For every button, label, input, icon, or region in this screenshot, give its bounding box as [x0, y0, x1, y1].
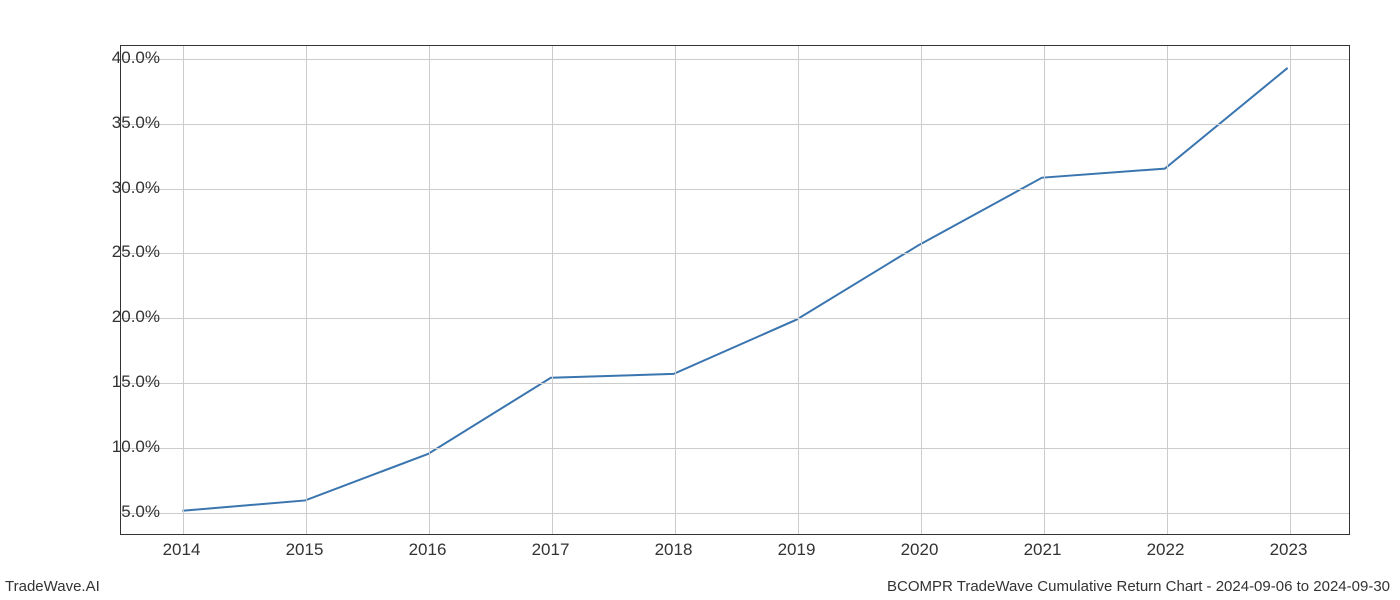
- y-tick-label: 35.0%: [100, 113, 160, 133]
- plot-area: [120, 45, 1350, 535]
- grid-line-vertical: [183, 46, 184, 534]
- y-tick-label: 25.0%: [100, 242, 160, 262]
- grid-line-vertical: [1290, 46, 1291, 534]
- x-tick-label: 2023: [1270, 540, 1308, 560]
- grid-line-vertical: [306, 46, 307, 534]
- x-tick-label: 2014: [163, 540, 201, 560]
- x-tick-label: 2016: [409, 540, 447, 560]
- footer-left: TradeWave.AI: [5, 578, 100, 595]
- y-tick-label: 30.0%: [100, 178, 160, 198]
- y-tick-label: 10.0%: [100, 437, 160, 457]
- grid-line-vertical: [1167, 46, 1168, 534]
- footer-right: BCOMPR TradeWave Cumulative Return Chart…: [887, 578, 1390, 595]
- x-tick-label: 2021: [1024, 540, 1062, 560]
- grid-line-vertical: [675, 46, 676, 534]
- x-tick-label: 2019: [778, 540, 816, 560]
- data-line: [182, 68, 1287, 511]
- y-tick-label: 40.0%: [100, 48, 160, 68]
- grid-line-vertical: [1044, 46, 1045, 534]
- grid-line-vertical: [429, 46, 430, 534]
- x-tick-label: 2017: [532, 540, 570, 560]
- x-tick-label: 2022: [1147, 540, 1185, 560]
- grid-line-vertical: [798, 46, 799, 534]
- y-tick-label: 20.0%: [100, 307, 160, 327]
- x-tick-label: 2018: [655, 540, 693, 560]
- x-tick-label: 2020: [901, 540, 939, 560]
- x-tick-label: 2015: [286, 540, 324, 560]
- grid-line-vertical: [921, 46, 922, 534]
- grid-line-vertical: [552, 46, 553, 534]
- chart-container: [120, 45, 1350, 535]
- y-tick-label: 5.0%: [100, 502, 160, 522]
- y-tick-label: 15.0%: [100, 372, 160, 392]
